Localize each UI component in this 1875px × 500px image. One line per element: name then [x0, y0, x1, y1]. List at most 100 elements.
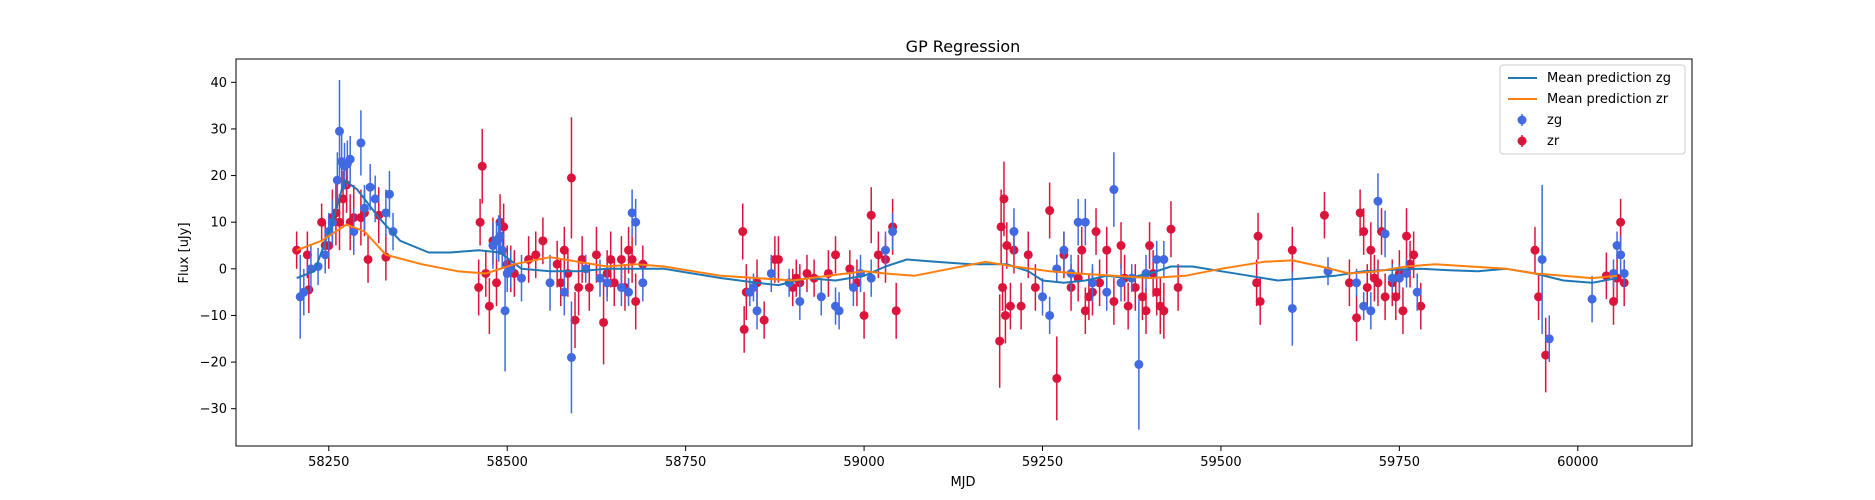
data-point [831, 250, 841, 260]
data-point [888, 227, 898, 237]
data-point [1253, 231, 1263, 241]
plot-frame [235, 58, 1693, 447]
data-point [759, 315, 769, 325]
data-point [1530, 245, 1540, 255]
data-point [1087, 278, 1097, 288]
data-point [1402, 268, 1412, 278]
data-point [616, 254, 626, 264]
data-point [773, 254, 783, 264]
data-point [845, 264, 855, 274]
data-point [624, 287, 634, 297]
data-point [1534, 292, 1544, 302]
data-point [1541, 350, 1551, 360]
data-point [1009, 227, 1019, 237]
data-point [292, 245, 302, 255]
data-point [1287, 303, 1297, 313]
data-point [627, 254, 637, 264]
data-point [609, 278, 619, 288]
data-point [1130, 282, 1140, 292]
data-point [356, 138, 366, 148]
data-point [1387, 273, 1397, 283]
data-point [1587, 294, 1597, 304]
data-point [545, 278, 555, 288]
data-point [1000, 310, 1010, 320]
data-point [752, 306, 762, 316]
data-point [1116, 241, 1126, 251]
data-point [1612, 241, 1622, 251]
data-point [638, 278, 648, 288]
data-point [1123, 301, 1133, 311]
data-point [584, 282, 594, 292]
y-tick-label: −10 [200, 309, 227, 324]
data-point [1352, 313, 1362, 323]
data-point [602, 278, 612, 288]
data-point [1102, 245, 1112, 255]
data-point [475, 217, 485, 227]
data-point [1412, 287, 1422, 297]
data-point [365, 182, 375, 192]
data-point [1159, 254, 1169, 264]
data-point [624, 245, 634, 255]
data-point [538, 236, 548, 246]
data-point [317, 217, 327, 227]
data-point [363, 254, 373, 264]
data-point [1362, 282, 1372, 292]
data-point [1166, 224, 1176, 234]
data-point [500, 306, 510, 316]
data-point [1109, 296, 1119, 306]
y-tick-label: 0 [219, 262, 227, 277]
data-point [320, 250, 330, 260]
data-point [1002, 241, 1012, 251]
data-point [1095, 278, 1105, 288]
data-point [606, 254, 616, 264]
data-point [552, 259, 562, 269]
data-point [1544, 334, 1554, 344]
x-tick-label: 59750 [1379, 455, 1420, 470]
data-point [1352, 278, 1362, 288]
data-point [999, 194, 1009, 204]
data-point [1134, 359, 1144, 369]
data-point [581, 264, 591, 274]
data-point [1409, 250, 1419, 260]
legend-box [1499, 64, 1686, 155]
data-point [1052, 373, 1062, 383]
data-point [570, 315, 580, 325]
data-point [574, 282, 584, 292]
data-point [359, 203, 369, 213]
data-point [995, 336, 1005, 346]
data-point [599, 317, 609, 327]
data-point [1109, 185, 1119, 195]
data-point [1023, 250, 1033, 260]
data-point [338, 194, 348, 204]
data-point [1102, 287, 1112, 297]
x-tick-label: 58500 [487, 455, 528, 470]
data-point [381, 208, 391, 218]
data-point [1398, 306, 1408, 316]
data-point [1287, 245, 1297, 255]
legend-label-zg: zg [1547, 113, 1562, 128]
data-point [484, 301, 494, 311]
data-point [1355, 208, 1365, 218]
data-point [816, 292, 826, 302]
data-point [1366, 245, 1376, 255]
x-tick-label: 60000 [1557, 455, 1598, 470]
data-point [1137, 292, 1147, 302]
data-point [802, 268, 812, 278]
data-point [559, 287, 569, 297]
data-point [891, 306, 901, 316]
legend: Mean prediction zg Mean prediction zr zg… [1499, 64, 1686, 155]
data-point [302, 250, 312, 260]
data-point [492, 278, 502, 288]
data-point [556, 278, 566, 288]
axes-layer: 58250 58500 58750 59000 59250 59500 59750 60000… [200, 76, 1599, 470]
x-axis-label: MJD [950, 475, 975, 490]
data-point [631, 296, 641, 306]
data-point [495, 231, 505, 241]
data-point [1608, 296, 1618, 306]
data-point [332, 175, 342, 185]
data-point [559, 245, 569, 255]
data-point [1145, 241, 1155, 251]
x-tick-label: 59500 [1200, 455, 1241, 470]
data-point [1616, 250, 1626, 260]
